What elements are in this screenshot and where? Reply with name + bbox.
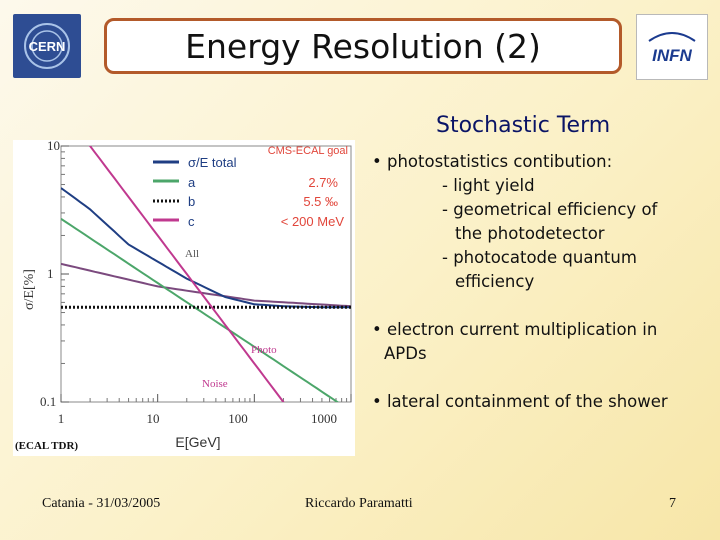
resolution-chart: 10 1 0.1 1 10 100 1000 E[GeV] σ/E[%] (EC… xyxy=(13,138,355,456)
bullet-2-sub-1: APDs xyxy=(384,344,427,363)
bullet-1-sub-5: efficiency xyxy=(455,272,535,291)
x-tick-1: 1 xyxy=(58,411,65,426)
bullet-1-text: • photostatistics contibution: xyxy=(372,152,613,171)
bullet-photostatistics: • photostatistics contibution: - light y… xyxy=(372,150,712,294)
slide-title: Energy Resolution (2) xyxy=(104,18,622,74)
y-tick-10: 10 xyxy=(47,140,60,153)
bullet-list: • photostatistics contibution: - light y… xyxy=(372,150,712,414)
legend-label-a: a xyxy=(188,175,196,190)
bullet-multiplication: • electron current multiplication in APD… xyxy=(372,318,712,366)
x-axis-label: E[GeV] xyxy=(175,434,220,450)
bullet-containment: • lateral containment of the shower xyxy=(372,390,712,414)
footer-page-number: 7 xyxy=(669,496,676,511)
series-line-c xyxy=(88,146,285,402)
infn-logo: INFN xyxy=(636,14,708,80)
bullet-1-sub-3: the photodetector xyxy=(455,224,605,243)
annotation-photo: Photo xyxy=(251,344,277,356)
y-tick-0.1: 0.1 xyxy=(40,394,56,409)
series-line-a xyxy=(61,217,340,402)
legend-label-total: σ/E total xyxy=(188,155,237,170)
bullet-1-sub-4: - photocatode quantum xyxy=(442,248,637,267)
series-line-all xyxy=(61,262,351,308)
annotation-all: All xyxy=(185,248,199,260)
bullet-1-sub-1: - light yield xyxy=(442,176,535,195)
legend-goal-b: 5.5 ‰ xyxy=(303,194,338,209)
footer-author: Riccardo Paramatti xyxy=(305,496,413,511)
cern-logo: CERN xyxy=(13,14,81,78)
bullet-2-text: • electron current multiplication in xyxy=(372,320,658,339)
x-tick-10: 10 xyxy=(147,411,160,426)
resolution-chart-svg: 10 1 0.1 1 10 100 1000 E[GeV] σ/E[%] (EC… xyxy=(15,138,352,452)
cern-logo-text: CERN xyxy=(29,39,66,54)
legend-label-b: b xyxy=(188,194,195,209)
legend-label-c: c xyxy=(188,214,195,229)
infn-logo-text: INFN xyxy=(652,46,692,65)
y-tick-1: 1 xyxy=(47,266,54,281)
section-subtitle: Stochastic Term xyxy=(436,113,611,138)
y-axis-label: σ/E[%] xyxy=(22,269,37,310)
bullet-1-sub-2: - geometrical efficiency of xyxy=(442,200,658,219)
legend-goal-c: < 200 MeV xyxy=(281,214,345,229)
footer-date: Catania - 31/03/2005 xyxy=(42,496,161,511)
annotation-noise: Noise xyxy=(202,378,228,390)
x-tick-100: 100 xyxy=(228,411,248,426)
legend-goal-a: 2.7% xyxy=(308,175,338,190)
source-label: (ECAL TDR) xyxy=(15,440,78,452)
x-tick-1000: 1000 xyxy=(311,411,337,426)
legend-goal-title: CMS-ECAL goal xyxy=(268,145,348,157)
bullet-3-text: • lateral containment of the shower xyxy=(372,392,668,411)
